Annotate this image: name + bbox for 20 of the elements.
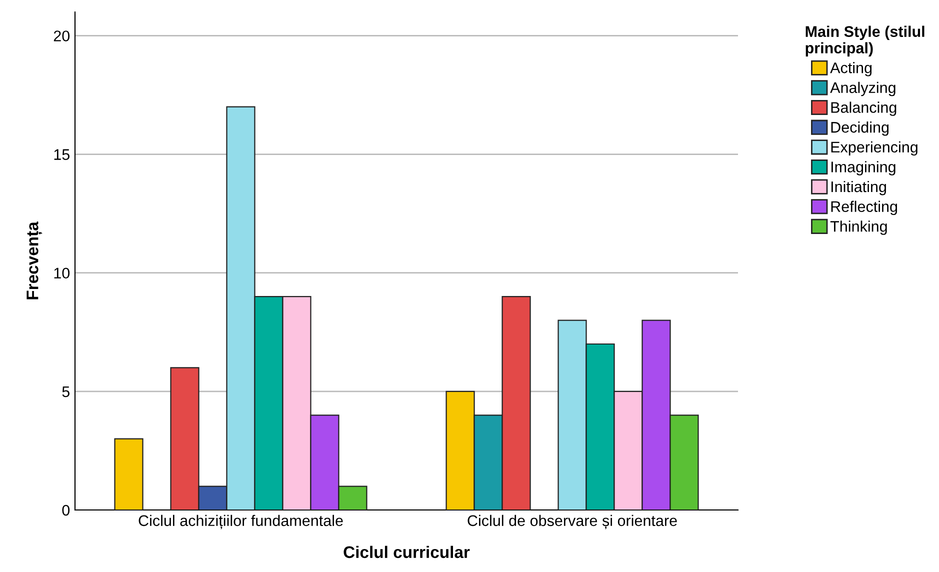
legend-label: Initiating bbox=[831, 180, 886, 196]
legend-label: Reflecting bbox=[831, 200, 898, 216]
y-tick-label: 5 bbox=[62, 386, 70, 398]
x-axis-title: Ciclul curricular bbox=[344, 546, 470, 558]
legend-label: Thinking bbox=[830, 220, 887, 235]
y-tick-label: 15 bbox=[54, 149, 70, 160]
legend-label: Acting bbox=[830, 62, 872, 76]
legend-label: Analyzing bbox=[830, 82, 896, 96]
legend-label: Experiencing bbox=[831, 141, 918, 156]
legend-label: Balancing bbox=[831, 102, 896, 116]
y-tick-label: 20 bbox=[54, 30, 70, 42]
x-tick-label: Ciclul de observare și orientare bbox=[468, 514, 677, 530]
legend-title: Main Style (stilul principal) bbox=[806, 26, 924, 56]
y-tick-label: 10 bbox=[54, 268, 70, 279]
x-tick-label: Ciclul achizițiilor fundamentale bbox=[138, 514, 343, 530]
legend-label: Deciding bbox=[831, 122, 889, 136]
y-axis-title: Frecvența bbox=[26, 222, 42, 300]
bar bbox=[114, 438, 144, 510]
y-tick-label: 0 bbox=[62, 504, 70, 516]
legend-label: Imagining bbox=[831, 161, 896, 176]
